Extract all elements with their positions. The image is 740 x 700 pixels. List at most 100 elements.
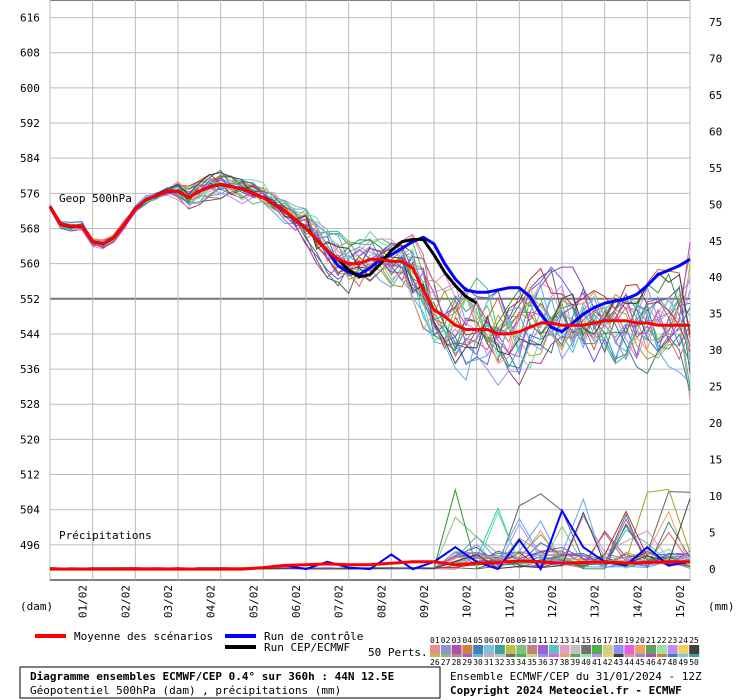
x-tick-label: 01/02 [77, 585, 90, 618]
pert-swatch [505, 654, 516, 657]
pert-number: 12 [549, 636, 559, 645]
pert-swatch [430, 654, 440, 657]
x-tick-label: 10/02 [461, 585, 474, 618]
pert-number: 46 [646, 658, 656, 667]
x-tick-label: 14/02 [631, 585, 644, 618]
pert-swatch [592, 645, 602, 654]
left-tick-label: 584 [20, 152, 40, 165]
plot-frame [49, 0, 691, 581]
pert-number: 44 [624, 658, 634, 667]
pert-number: 25 [689, 636, 699, 645]
pert-swatch [548, 654, 559, 657]
pert-number: 08 [506, 636, 516, 645]
pert-number: 39 [570, 658, 580, 667]
left-axis-ticks: 616 608 600 592 584 576 568 560 552 544 536 528 520 5… [20, 12, 40, 552]
x-tick-label: 02/02 [119, 585, 132, 618]
x-tick-label: 03/02 [162, 585, 175, 618]
pert-number: 36 [538, 658, 548, 667]
ensemble-member-line [49, 179, 691, 383]
pert-number: 07 [495, 636, 505, 645]
pert-number: 17 [603, 636, 613, 645]
pert-swatch [462, 645, 473, 654]
left-tick-label: 616 [20, 12, 40, 25]
right-tick-label: 60 [709, 125, 722, 138]
left-tick-label: 520 [20, 433, 40, 446]
pert-swatch [559, 654, 570, 657]
pert-swatch [527, 654, 538, 657]
pert-swatch [484, 654, 494, 657]
pert-swatch [689, 654, 700, 657]
pert-swatch [613, 654, 624, 657]
left-tick-label: 592 [20, 117, 40, 130]
x-tick-label: 05/02 [247, 585, 260, 618]
pert-number: 04 [462, 636, 472, 645]
x-tick-label: 06/02 [290, 585, 303, 618]
pert-number: 33 [506, 658, 516, 667]
chart-grid [49, 0, 691, 581]
pert-number: 11 [538, 636, 548, 645]
pert-swatch [538, 654, 548, 657]
geop-annotation: Geop 500hPa [59, 192, 132, 205]
pert-swatch [559, 645, 570, 654]
pert-number: 16 [592, 636, 602, 645]
left-tick-label: 560 [20, 258, 40, 271]
right-tick-label: 35 [709, 308, 722, 321]
pert-swatch [484, 645, 494, 654]
x-tick-label: 13/02 [589, 585, 602, 618]
pert-number: 13 [560, 636, 570, 645]
pert-swatch [646, 645, 656, 654]
pert-number: 22 [657, 636, 667, 645]
pert-number: 32 [495, 658, 505, 667]
chart-title: Diagramme ensembles ECMWF/CEP 0.4° sur 3… [30, 670, 394, 683]
pert-number: 47 [657, 658, 667, 667]
pert-swatch [440, 654, 451, 657]
pert-swatch [440, 645, 451, 654]
pert-swatch [516, 654, 527, 657]
pert-number: 19 [624, 636, 634, 645]
x-tick-label: 08/02 [375, 585, 388, 618]
pert-swatch [646, 654, 656, 657]
chart-subtitle: Géopotentiel 500hPa (dam) , précipitatio… [30, 684, 341, 697]
x-tick-label: 04/02 [205, 585, 218, 618]
pert-number: 41 [592, 658, 602, 667]
pert-swatch [473, 645, 484, 654]
right-tick-label: 0 [709, 563, 716, 576]
x-tick-label: 09/02 [418, 585, 431, 618]
pert-number: 49 [678, 658, 688, 667]
legend-mean-label: Moyenne des scénarios [74, 630, 213, 643]
pert-number: 15 [581, 636, 591, 645]
pert-number: 14 [570, 636, 580, 645]
left-tick-label: 512 [20, 469, 40, 482]
left-tick-label: 504 [20, 504, 40, 517]
pert-swatch [689, 645, 700, 654]
pert-swatch [570, 654, 581, 657]
pert-number: 40 [581, 658, 591, 667]
pert-number: 21 [646, 636, 656, 645]
legend-control-label: Run de contrôle [264, 630, 363, 643]
precip-mean-line [50, 559, 690, 571]
pert-swatch [451, 645, 462, 654]
pert-swatch [656, 645, 667, 654]
pert-swatch [592, 654, 602, 657]
pert-number: 34 [516, 658, 526, 667]
pert-number: 10 [527, 636, 537, 645]
x-tick-label: 12/02 [546, 585, 559, 618]
x-axis-ticks: 01/02 02/02 03/02 04/02 05/02 06/02 07/02 08/02… [77, 585, 687, 618]
pert-swatch [635, 654, 646, 657]
pert-swatch [678, 654, 689, 657]
pert-swatch [635, 645, 646, 654]
pert-number: 18 [614, 636, 624, 645]
left-tick-label: 552 [20, 293, 40, 306]
pert-number: 35 [527, 658, 537, 667]
x-tick-label: 15/02 [674, 585, 687, 618]
pert-swatch [451, 654, 462, 657]
pert-swatch [613, 645, 624, 654]
pert-number: 20 [635, 636, 645, 645]
pert-number: 05 [473, 636, 483, 645]
pert-number: 37 [549, 658, 559, 667]
ensemble-member-line [49, 180, 691, 369]
pert-number: 31 [484, 658, 494, 667]
pert-swatch [570, 645, 581, 654]
